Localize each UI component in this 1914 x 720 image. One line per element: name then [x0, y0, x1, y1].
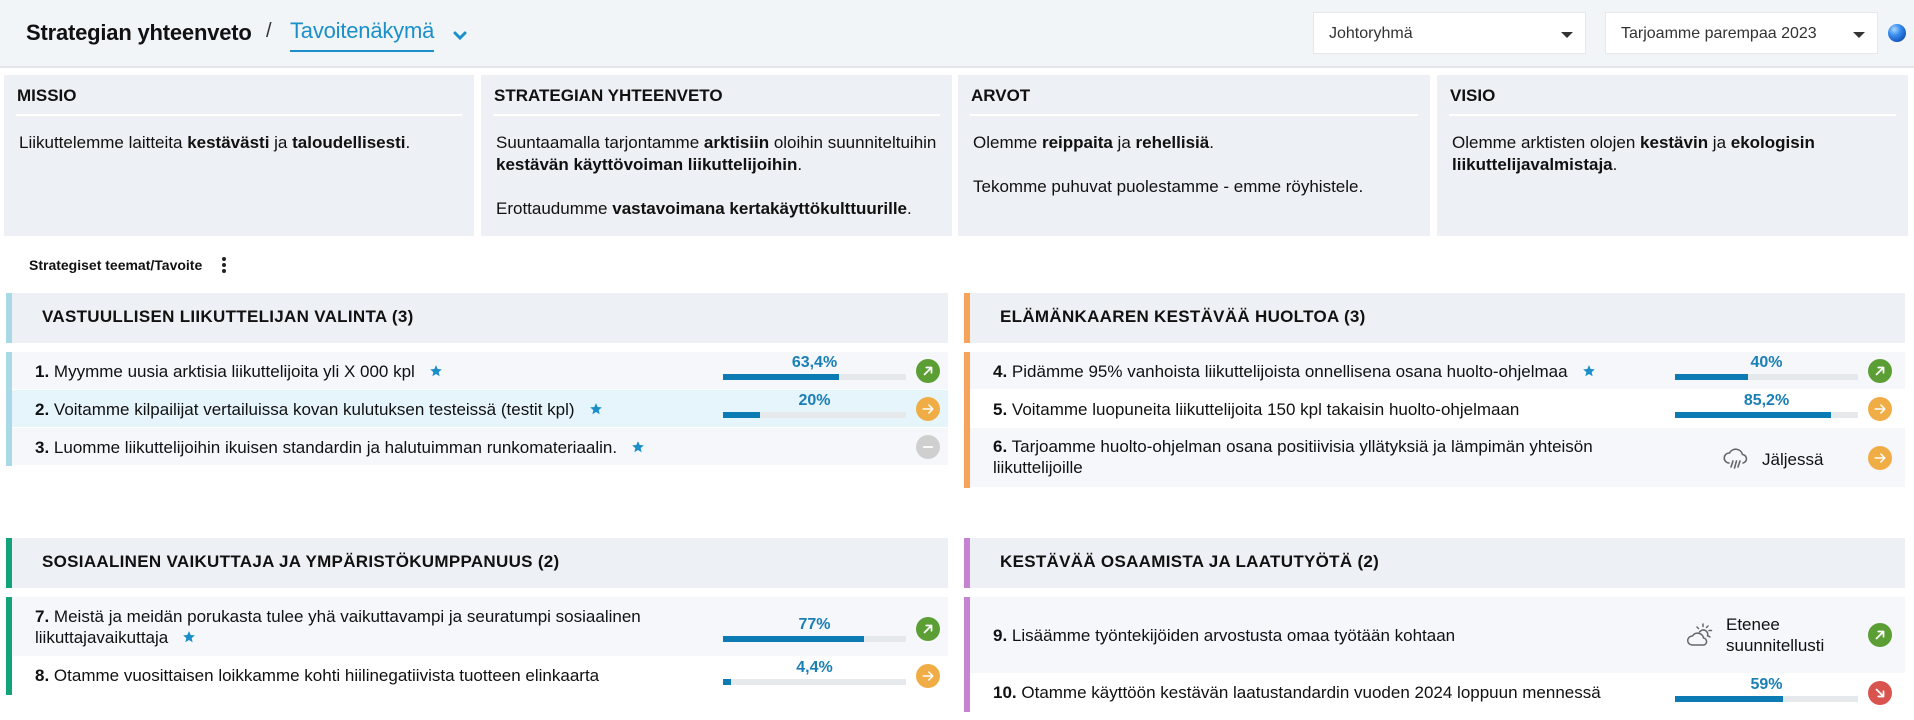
partly-sunny-icon [1687, 623, 1713, 646]
card-paragraph: Tekomme puhuvat puolestamme - emme röyhi… [973, 177, 1364, 196]
card-paragraph: Olemme arktisten olojen kestävin ja ekol… [1452, 133, 1815, 174]
goal-row[interactable]: 4. Pidämme 95% vanhoista liikuttelijoist… [970, 352, 1905, 390]
goal-row[interactable]: 8. Otamme vuosittaisen loikkamme kohti h… [12, 657, 948, 695]
caret-down-icon [1561, 32, 1573, 38]
rain-cloud-icon [1723, 448, 1748, 469]
breadcrumb-separator: / [266, 20, 272, 42]
progress-bar: 85,2% [1675, 392, 1858, 418]
card-visio: VISIO Olemme arktisten olojen kestävin j… [1437, 75, 1908, 236]
strategy-select[interactable]: Tarjoamme parempaa 2023 [1605, 12, 1878, 54]
goal-text: 4. Pidämme 95% vanhoista liikuttelijoist… [993, 361, 1596, 382]
goal-text: 2. Voitamme kilpailijat vertailuissa kov… [35, 399, 603, 420]
breadcrumb-root[interactable]: Strategian yhteenveto [26, 20, 252, 45]
card-body: Olemme reippaita ja rehellisiä. Tekomme p… [970, 116, 1418, 198]
weather-status: Jäljessä [1722, 445, 1823, 473]
status-trend-up-icon[interactable] [916, 617, 940, 641]
card-paragraph: Olemme reippaita ja rehellisiä. [973, 133, 1214, 152]
card-missio: MISSIO Liikuttelemme laitteita kestäväst… [4, 75, 474, 236]
status-none-icon[interactable] [916, 435, 940, 459]
goal-row[interactable]: 9. Lisäämme työntekijöiden arvostusta om… [970, 597, 1905, 674]
theme-kestavaa-osaamista: KESTÄVÄÄ OSAAMISTA JA LAATUTYÖTÄ (2) 9. … [964, 538, 1905, 712]
card-body: Suuntaamalla tarjontamme arktisiin oloih… [493, 116, 940, 220]
card-paragraph: Erottaudumme vastavoimana kertakäyttökul… [496, 199, 912, 218]
card-title: ARVOT [970, 75, 1418, 116]
status-trend-up-icon[interactable] [1868, 359, 1892, 383]
theme-header[interactable]: VASTUULLISEN LIIKUTTELIJAN VALINTA (3) [6, 293, 948, 343]
card-paragraph: Liikuttelemme laitteita kestävästi ja ta… [19, 133, 411, 152]
status-trend-flat-icon[interactable] [916, 397, 940, 421]
card-title: VISIO [1449, 75, 1896, 116]
card-body: Olemme arktisten olojen kestävin ja ekol… [1449, 116, 1896, 176]
card-title: STRATEGIAN YHTEENVETO [493, 75, 940, 116]
theme-elamankaaren: ELÄMÄNKAAREN KESTÄVÄÄ HUOLTOA (3) 4. Pid… [964, 293, 1905, 488]
goal-text: 10. Otamme käyttöön kestävän laatustanda… [993, 683, 1601, 702]
status-trend-down-icon[interactable] [1868, 681, 1892, 705]
progress-bar: 40% [1675, 354, 1858, 380]
theme-header[interactable]: SOSIAALINEN VAIKUTTAJA JA YMPÄRISTÖKUMPP… [6, 538, 948, 588]
more-options-icon[interactable] [220, 256, 228, 274]
progress-bar: 4,4% [723, 659, 906, 685]
status-trend-flat-icon[interactable] [1868, 397, 1892, 421]
card-title: MISSIO [16, 75, 462, 116]
status-trend-up-icon[interactable] [1868, 623, 1892, 647]
star-icon[interactable] [589, 402, 603, 416]
top-bar: Strategian yhteenveto / Tavoitenäkymä Jo… [0, 0, 1914, 68]
theme-vastuullisen: VASTUULLISEN LIIKUTTELIJAN VALINTA (3) 1… [6, 293, 948, 466]
group-select-value: Johtoryhmä [1329, 25, 1413, 42]
goal-row[interactable]: 2. Voitamme kilpailijat vertailuissa kov… [12, 390, 948, 428]
goal-row[interactable]: 3. Luomme liikuttelijoihin ikuisen stand… [12, 428, 948, 466]
goal-text: 6. Tarjoamme huolto-ohjelman osana posit… [993, 437, 1593, 477]
card-arvot: ARVOT Olemme reippaita ja rehellisiä. Tek… [958, 75, 1430, 236]
star-icon[interactable] [1582, 364, 1596, 378]
status-trend-flat-icon[interactable] [916, 664, 940, 688]
chevron-down-icon[interactable] [453, 31, 467, 41]
goal-row[interactable]: 6. Tarjoamme huolto-ohjelman osana posit… [970, 428, 1905, 488]
goal-row[interactable]: 7. Meistä ja meidän porukasta tulee yhä … [12, 597, 948, 657]
progress-bar: 77% [723, 616, 906, 642]
goal-row[interactable]: 1. Myymme uusia arktisia liikuttelijoita… [12, 352, 948, 390]
goal-row[interactable]: 10. Otamme käyttöön kestävän laatustanda… [970, 674, 1905, 712]
globe-icon[interactable] [1888, 24, 1906, 42]
goal-text: 7. Meistä ja meidän porukasta tulee yhä … [35, 607, 641, 647]
status-trend-flat-icon[interactable] [1868, 446, 1892, 470]
star-icon[interactable] [631, 440, 645, 454]
progress-bar: 20% [723, 392, 906, 418]
goal-text: 8. Otamme vuosittaisen loikkamme kohti h… [35, 666, 600, 685]
goal-text: 9. Lisäämme työntekijöiden arvostusta om… [993, 626, 1456, 645]
section-label: Strategiset teemat/Tavoite [29, 257, 203, 273]
card-paragraph: Suuntaamalla tarjontamme arktisiin oloih… [496, 133, 937, 174]
strategy-select-value: Tarjoamme parempaa 2023 [1621, 25, 1817, 42]
view-selector[interactable]: Tavoitenäkymä [290, 18, 434, 52]
group-select[interactable]: Johtoryhmä [1313, 12, 1586, 54]
theme-header[interactable]: KESTÄVÄÄ OSAAMISTA JA LAATUTYÖTÄ (2) [964, 538, 1905, 588]
card-body: Liikuttelemme laitteita kestävästi ja ta… [16, 116, 462, 154]
progress-bar: 59% [1675, 676, 1858, 702]
goal-text: 1. Myymme uusia arktisia liikuttelijoita… [35, 361, 443, 382]
goal-row[interactable]: 5. Voitamme luopuneita liikuttelijoita 1… [970, 390, 1905, 428]
progress-bar: 63,4% [723, 354, 906, 380]
status-trend-up-icon[interactable] [916, 359, 940, 383]
weather-status: Etenee suunnitellusti [1686, 614, 1824, 656]
theme-header[interactable]: ELÄMÄNKAAREN KESTÄVÄÄ HUOLTOA (3) [964, 293, 1905, 343]
caret-down-icon [1853, 32, 1865, 38]
goal-text: 3. Luomme liikuttelijoihin ikuisen stand… [35, 437, 645, 458]
goal-text: 5. Voitamme luopuneita liikuttelijoita 1… [993, 400, 1520, 419]
theme-sosiaalinen: SOSIAALINEN VAIKUTTAJA JA YMPÄRISTÖKUMPP… [6, 538, 948, 695]
star-icon[interactable] [429, 364, 443, 378]
star-icon[interactable] [182, 630, 196, 644]
card-strategy-summary: STRATEGIAN YHTEENVETO Suuntaamalla tarjo… [481, 75, 952, 236]
